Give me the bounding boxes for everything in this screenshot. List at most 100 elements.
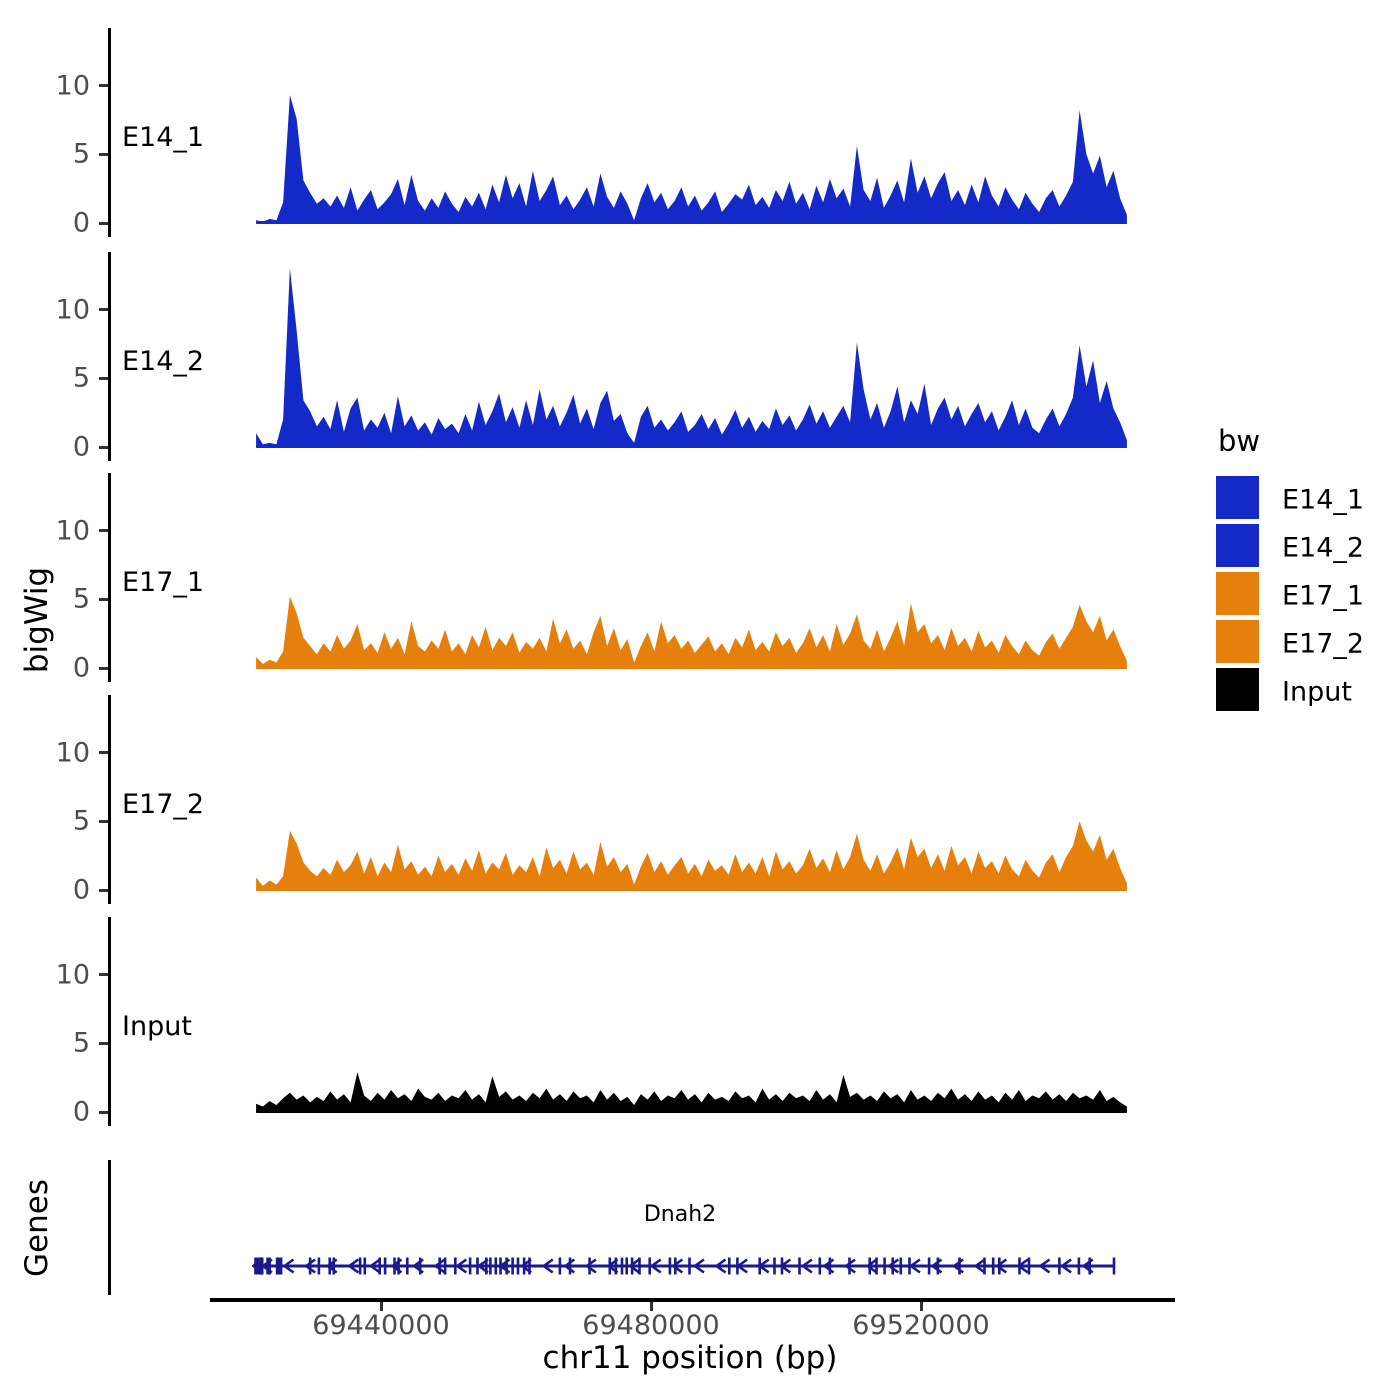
coverage-polygon	[256, 596, 1127, 668]
legend-key-swatch	[1216, 668, 1259, 711]
track-label-e14_1: E14_1	[122, 122, 205, 153]
gene-exon-mark	[268, 1257, 271, 1275]
gene-exon-mark	[1077, 1257, 1081, 1275]
y-tick-label: 5	[72, 1027, 90, 1059]
gene-exon-mark	[620, 1257, 624, 1275]
coverage-polygon	[256, 95, 1127, 223]
coverage-polygon	[256, 1072, 1127, 1112]
gene-exon-mark	[266, 1257, 269, 1275]
legend-row-input: Input	[1216, 668, 1352, 716]
strand-arrow-icon	[800, 1258, 813, 1274]
gene-exon-mark	[308, 1257, 312, 1275]
legend-label: E17_2	[1282, 628, 1365, 660]
gene-exon-mark	[363, 1257, 367, 1275]
y-tick-label: 5	[72, 583, 90, 615]
x-axis-tick	[649, 1302, 653, 1311]
gene-exon-mark	[828, 1257, 832, 1275]
gene-exon-mark	[258, 1257, 262, 1275]
strand-arrow-icon	[260, 1258, 273, 1274]
gene-exon-mark	[317, 1257, 321, 1275]
legend-label: E14_2	[1282, 532, 1365, 564]
gene-model-svg	[251, 1256, 1116, 1276]
gene-exon-mark	[798, 1257, 801, 1275]
legend-row-e17_2: E17_2	[1216, 620, 1364, 668]
gene-exon-mark	[516, 1257, 520, 1275]
gene-exon-mark	[418, 1257, 422, 1275]
y-axis-tick	[99, 376, 108, 380]
gene-exon-mark	[588, 1257, 591, 1275]
gene-exon-mark	[256, 1257, 260, 1275]
y-tick-label: 10	[55, 515, 90, 546]
strand-arrow-icon	[1081, 1258, 1094, 1274]
x-axis-tick	[379, 1302, 383, 1311]
gene-exon-mark	[1088, 1257, 1091, 1275]
strand-arrow-icon	[411, 1258, 424, 1274]
coverage-area-e17_1	[256, 596, 1127, 669]
y-axis-line	[108, 252, 111, 461]
strand-arrow-icon	[843, 1258, 856, 1274]
y-axis-tick	[99, 666, 108, 670]
gene-exon-mark	[485, 1257, 488, 1275]
gene-exon-mark	[406, 1257, 409, 1275]
gene-exon-mark	[528, 1257, 531, 1275]
strand-arrow-icon	[325, 1258, 338, 1274]
coverage-polygon	[256, 821, 1127, 890]
legend-rows: E14_1 E14_2 E17_1 E17_2 Input	[1216, 476, 1364, 716]
strand-arrow-icon	[865, 1258, 878, 1274]
y-axis-tick	[99, 751, 108, 754]
coverage-baseline	[256, 1110, 1127, 1113]
gene-exon-mark	[883, 1257, 886, 1275]
gene-exon-mark	[899, 1257, 903, 1275]
legend-key-swatch	[1216, 524, 1259, 567]
track-label-e17_1: E17_1	[122, 567, 205, 598]
gene-exon-mark	[875, 1257, 878, 1275]
genes-axis-group-label: Genes	[19, 1179, 55, 1277]
gene-exon-mark	[983, 1257, 986, 1275]
strand-arrow-icon	[930, 1258, 943, 1274]
y-tick-label: 10	[55, 737, 90, 768]
y-tick-label: 10	[55, 70, 90, 101]
coverage-area-e14_2	[256, 268, 1127, 448]
strand-arrow-icon	[1038, 1258, 1051, 1274]
strand-arrow-icon	[563, 1258, 576, 1274]
gene-exon-mark	[1027, 1257, 1031, 1275]
gene-exon-mark	[1112, 1257, 1116, 1275]
x-axis-line	[210, 1298, 1175, 1302]
gene-exon-mark	[728, 1257, 731, 1275]
gene-exon-mark	[958, 1257, 961, 1275]
gene-exon-mark	[991, 1257, 995, 1275]
strand-arrow-icon	[627, 1258, 640, 1274]
gene-exon-mark	[383, 1257, 387, 1275]
track-label-e14_2: E14_2	[122, 346, 205, 377]
strand-arrow-icon	[1016, 1258, 1029, 1274]
strand-arrow-icon	[584, 1258, 597, 1274]
gene-exon-mark	[891, 1257, 894, 1275]
strand-arrow-icon	[714, 1258, 727, 1274]
y-tick-label: 0	[72, 207, 90, 239]
strand-arrow-icon	[671, 1258, 684, 1274]
strand-arrow-icon	[476, 1258, 489, 1274]
gene-exon-mark	[558, 1257, 562, 1275]
y-axis-tick	[99, 1041, 108, 1045]
y-tick-label: 0	[72, 652, 90, 684]
y-tick-label: 0	[72, 1096, 90, 1128]
legend-label: E14_1	[1282, 484, 1365, 516]
strand-arrow-icon	[498, 1258, 511, 1274]
legend-key-swatch	[1216, 476, 1259, 519]
y-axis-tick	[99, 152, 108, 156]
gene-exon-mark	[927, 1257, 931, 1275]
y-tick-label: 5	[72, 362, 90, 394]
y-tick-label: 0	[72, 874, 90, 906]
gene-exon-mark	[668, 1257, 672, 1275]
gene-name-label: Dnah2	[643, 1202, 717, 1227]
legend-label: Input	[1282, 676, 1352, 708]
gene-exon-mark	[773, 1257, 776, 1275]
gene-exon-mark	[275, 1257, 279, 1275]
gene-exon-mark	[397, 1257, 400, 1275]
gene-exon-mark	[489, 1257, 492, 1275]
strand-arrow-icon	[887, 1258, 900, 1274]
gene-exon-mark	[505, 1257, 508, 1275]
gene-exon-mark	[568, 1257, 572, 1275]
y-tick-label: 5	[72, 805, 90, 837]
